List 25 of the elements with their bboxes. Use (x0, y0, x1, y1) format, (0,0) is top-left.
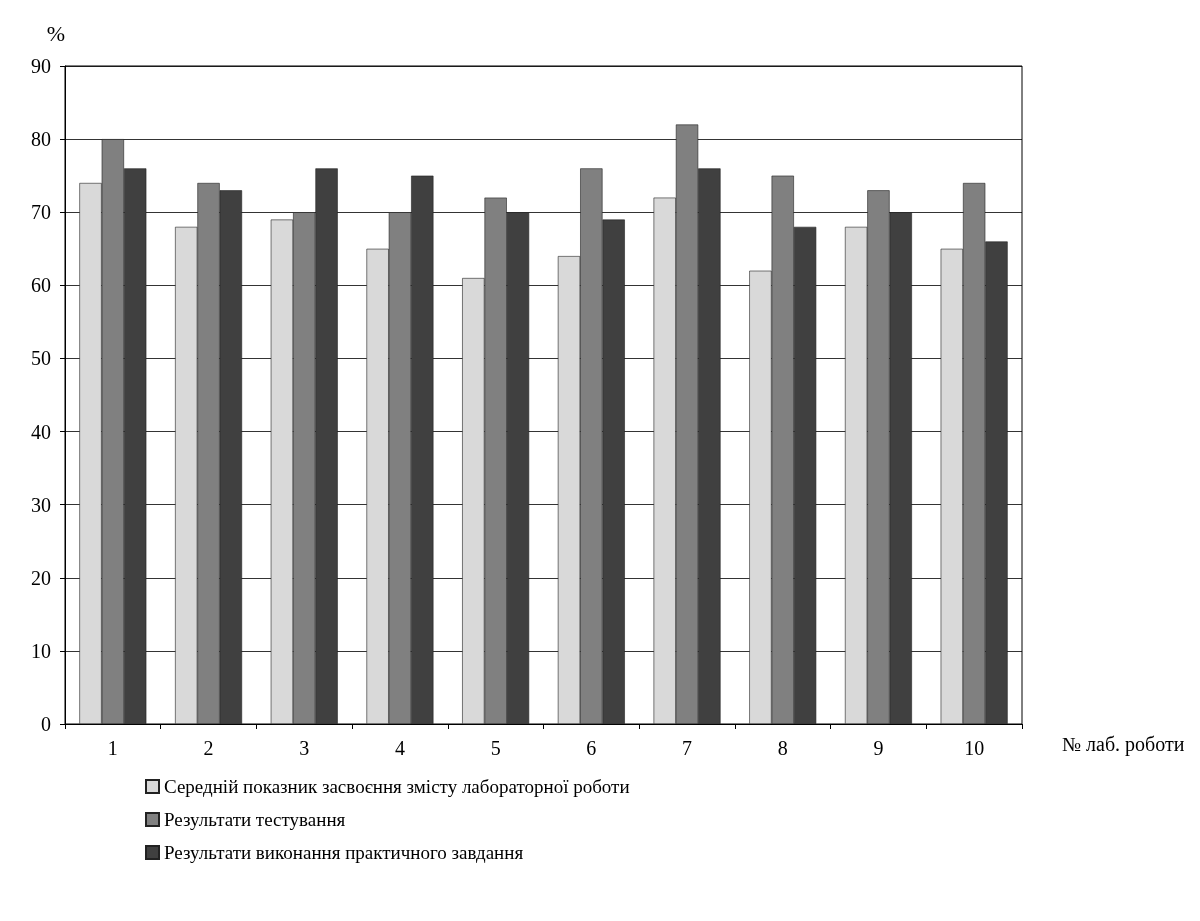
y-tick-label: 30 (31, 493, 51, 516)
y-tick-label: 60 (31, 274, 51, 297)
y-tick-label: 10 (31, 639, 51, 662)
y-tick-label: 20 (31, 566, 51, 589)
x-tick-label: 5 (490, 737, 501, 759)
y-tick-label: 50 (31, 347, 51, 370)
x-tick-label: 6 (586, 737, 597, 759)
x-axis-title: № лаб. роботи (1062, 733, 1185, 756)
legend-label: Результати тестування (164, 809, 346, 830)
x-tick-label: 9 (873, 737, 884, 759)
y-axis-title: % (46, 20, 65, 46)
x-tick-label: 8 (777, 737, 788, 759)
legend-label: Середній показник засвоєння змісту лабораторної роботи (164, 776, 630, 797)
y-tick-label: 0 (41, 713, 51, 735)
x-tick-label: 7 (682, 737, 693, 759)
x-tick-label: 10 (964, 737, 985, 759)
legend-label: Результати виконання практичного завдання (164, 842, 524, 863)
y-tick-label: 90 (31, 55, 51, 77)
y-tick-label: 80 (31, 128, 51, 151)
y-tick-label: 40 (31, 420, 51, 443)
x-tick-label: 2 (203, 737, 214, 759)
x-tick-label: 1 (107, 737, 118, 759)
y-tick-label: 70 (31, 201, 51, 224)
x-tick-label: 3 (299, 737, 310, 759)
x-tick-label: 4 (394, 737, 405, 759)
